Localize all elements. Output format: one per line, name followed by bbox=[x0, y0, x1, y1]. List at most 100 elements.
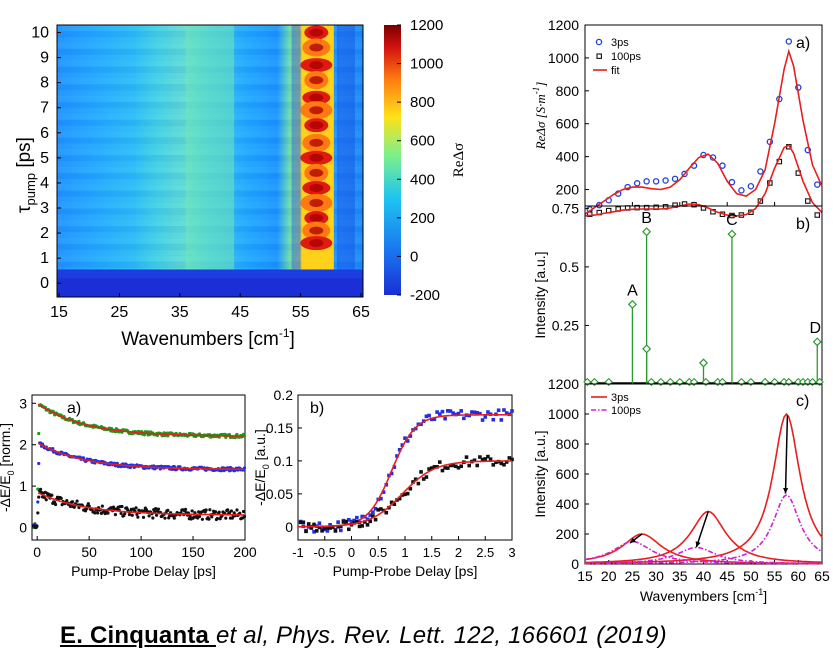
chart-bb-point-black bbox=[502, 462, 506, 467]
chart-a-legend-label: 3ps bbox=[611, 37, 629, 49]
chart-a-point-3ps bbox=[785, 38, 793, 45]
colormap-broad-band bbox=[185, 25, 235, 270]
chart-bb-point-black bbox=[432, 465, 437, 469]
colormap-xtick-label: 35 bbox=[171, 304, 189, 321]
chart-bb-point-black bbox=[411, 480, 415, 484]
chart-bb-point-black bbox=[384, 510, 389, 515]
colormap-xtick-label: 25 bbox=[111, 304, 129, 321]
chart-bb-ylabel: -ΔE/E0 [a.u.] bbox=[252, 429, 271, 506]
colormap-ytick-label: 7 bbox=[40, 100, 49, 117]
chart-bb-xtick-label: 0 bbox=[348, 545, 355, 560]
chart-bb-point-blue bbox=[325, 529, 330, 533]
chart-bb-ytick-label: 0.1 bbox=[274, 453, 294, 469]
chart-a-point-3ps bbox=[728, 178, 736, 186]
chart-bb-point-blue bbox=[405, 439, 410, 443]
chart-bb-point-black bbox=[499, 461, 504, 466]
colormap-hotspot-core bbox=[309, 226, 324, 235]
chart-bb-point-black bbox=[314, 529, 319, 533]
chart-c-arrow-head bbox=[630, 537, 636, 543]
chart-bb-point-black bbox=[360, 524, 364, 528]
chart-ba-point-black bbox=[53, 502, 58, 507]
chart-ba-point-black bbox=[119, 511, 123, 516]
chart-bb-point-blue bbox=[499, 418, 504, 422]
colormap-frame bbox=[56, 24, 364, 298]
chart-c-ytick-label: 200 bbox=[556, 526, 580, 542]
chart-bb-panel-label: b) bbox=[310, 400, 324, 417]
chart-a-ylabel: ReΔσ [S·m-1] bbox=[531, 82, 548, 151]
chart-ba-point-green bbox=[37, 431, 41, 436]
chart-ba-point-black bbox=[200, 517, 204, 521]
chart-c-ytick-label: 600 bbox=[556, 466, 580, 482]
chart-a-point-3ps bbox=[814, 181, 821, 188]
colormap-hotspot-core bbox=[309, 153, 324, 162]
chart-bb-point-blue bbox=[478, 411, 482, 416]
chart-ba-fit-line bbox=[37, 442, 244, 471]
chart-b-panel-label: b) bbox=[796, 216, 810, 233]
chart-bb-point-blue bbox=[379, 496, 383, 501]
colorbar-tick-label: 400 bbox=[410, 171, 435, 188]
citation-author[interactable]: E. Cinquanta bbox=[60, 622, 216, 649]
chart-bb-xtick-label: -1 bbox=[292, 545, 304, 560]
chart-bb-point-black bbox=[344, 519, 348, 524]
chart-ba-point-black bbox=[208, 508, 212, 512]
chart-a-point-3ps bbox=[652, 178, 660, 185]
chart-bb-point-black bbox=[443, 466, 447, 470]
chart-a-point-3ps bbox=[747, 183, 755, 190]
chart-bb-point-black bbox=[464, 455, 469, 459]
chart-ba-point-black bbox=[217, 510, 221, 514]
chart-ba-point-black bbox=[72, 505, 76, 509]
chart-c-xtick-label: 30 bbox=[648, 568, 664, 584]
chart-ba-point-black bbox=[70, 500, 75, 504]
chart-bb-point-blue bbox=[432, 417, 437, 421]
chart-ba-point-black bbox=[226, 508, 230, 512]
chart-bb-point-black bbox=[491, 463, 496, 467]
chart-c-curve-3ps bbox=[584, 510, 823, 564]
chart-bb-point-black bbox=[330, 525, 335, 529]
chart-a-point-3ps bbox=[671, 175, 679, 183]
chart-bb-point-blue bbox=[486, 410, 490, 414]
colormap-xtick-label: 55 bbox=[292, 304, 310, 321]
colormap-hotspot-core bbox=[309, 239, 324, 248]
chart-a-fit-line bbox=[584, 48, 823, 215]
chart-bb-point-black bbox=[427, 467, 431, 471]
chart-ba-point-black bbox=[93, 511, 97, 515]
chart-ba-point-black bbox=[134, 506, 138, 510]
chart-bb-point-blue bbox=[470, 410, 474, 414]
chart-bb-point-blue bbox=[491, 417, 496, 422]
chart-bb-point-blue bbox=[373, 506, 378, 511]
chart-bb-point-black bbox=[306, 522, 311, 526]
chart-c-arrow-head bbox=[783, 488, 789, 494]
chart-ba-point-black bbox=[59, 496, 63, 500]
colormap-hotspot-core bbox=[309, 214, 324, 223]
colormap-dark-stripe bbox=[291, 25, 301, 270]
chart-ba-point-blue bbox=[37, 461, 41, 466]
colormap-hotspot-core bbox=[309, 43, 324, 52]
chart-ba-point-black bbox=[166, 508, 170, 512]
chart-c-xtick-label: 60 bbox=[791, 568, 807, 584]
chart-c-ytick-label: 400 bbox=[556, 496, 580, 512]
chart-bb-point-black bbox=[298, 520, 303, 525]
chart-c-arrow bbox=[695, 511, 709, 548]
chart-c-curve-3ps bbox=[584, 533, 822, 565]
chart-c-panel-label: c) bbox=[796, 393, 809, 410]
chart-bb-point-black bbox=[483, 457, 488, 461]
chart-ba-point-black bbox=[113, 513, 118, 517]
chart-ba-point-black bbox=[147, 514, 151, 518]
chart-bb-point-blue bbox=[408, 434, 413, 438]
chart-a-ytick-label: 800 bbox=[556, 83, 580, 99]
chart-bb-point-blue bbox=[459, 409, 463, 413]
chart-bb-point-blue bbox=[312, 529, 316, 534]
chart-bb-point-blue bbox=[371, 510, 375, 514]
chart-b-ytick-label: 0.5 bbox=[560, 259, 580, 275]
colorbar-tick-label: 200 bbox=[410, 210, 435, 227]
chart-bb-point-black bbox=[424, 475, 429, 479]
chart-c-xtick-label: 25 bbox=[625, 568, 641, 584]
chart-bb-point-black bbox=[355, 519, 359, 524]
chart-bb-point-black bbox=[322, 526, 327, 531]
chart-ba-xtick-label: 0 bbox=[33, 544, 41, 560]
chart-bb-point-black bbox=[429, 466, 434, 470]
chart-ba-fit-line bbox=[37, 492, 244, 516]
citation: E. Cinquanta et al, Phys. Rev. Lett. 122… bbox=[60, 622, 667, 650]
chart-ba-point-black bbox=[156, 507, 161, 511]
